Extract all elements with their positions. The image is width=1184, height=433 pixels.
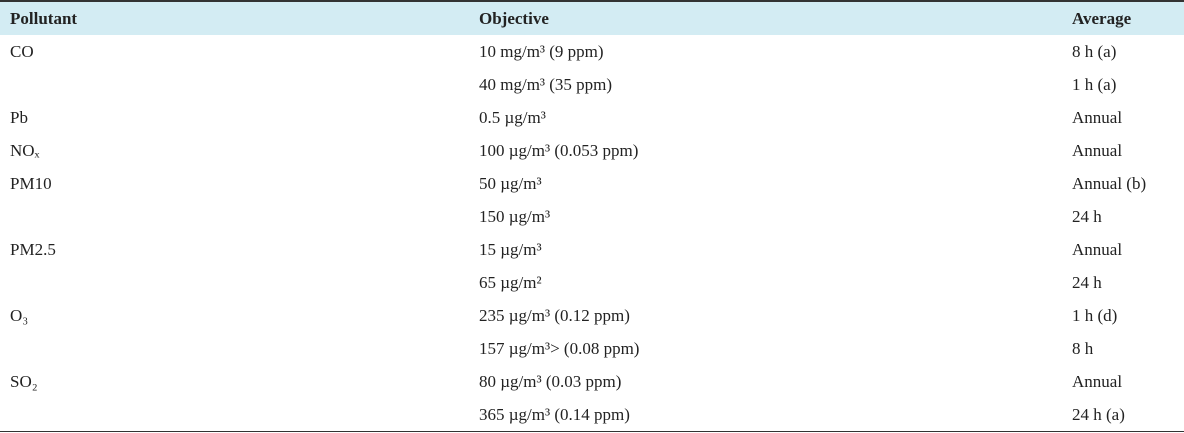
table-cell: 1 h (a) [1072,74,1117,94]
table-cell: 80 µg/m³ (0.03 ppm) [479,371,622,391]
table-row: NOₓ 100 µg/m³ (0.053 ppm) Annual [0,134,1184,167]
table-cell: 235 µg/m³ (0.12 ppm) [479,305,630,325]
table-cell: 40 mg/m³ (35 ppm) [479,74,613,94]
table-row: O₃ 235 µg/m³ (0.12 ppm) 1 h (d) [0,299,1184,332]
table-cell: PM10 [10,173,52,193]
table-row: Pb 0.5 µg/m³ Annual [0,101,1184,134]
table-cell: 1 h (d) [1072,305,1118,325]
table-cell: Annual [1072,107,1123,127]
table-cell: 100 µg/m³ (0.053 ppm) [479,140,639,160]
table-cell: 157 µg/m³> (0.08 ppm) [479,338,640,358]
table-row: SO₂ 80 µg/m³ (0.03 ppm) Annual [0,365,1184,398]
table-cell: Annual [1072,140,1123,160]
table-body: CO 10 mg/m³ (9 ppm) 8 h (a) 40 mg/m³ (35 pp… [0,35,1184,432]
table-cell: 8 h [1072,338,1094,358]
table-row: CO 10 mg/m³ (9 ppm) 8 h (a) [0,35,1184,68]
table-cell: 10 mg/m³ (9 ppm) [479,41,604,61]
table-cell: PM2.5 [10,239,56,259]
table-cell: NOₓ [10,140,40,160]
header-cell: Objective [469,0,1062,35]
table-cell: Annual (b) [1072,173,1147,193]
table-cell: O₃ [10,305,29,325]
table-header: Pollutant Objective Average [0,0,1184,35]
table-cell: Annual [1072,239,1123,259]
table-cell: CO [10,41,34,61]
table-cell: 24 h (a) [1062,398,1184,432]
header-row: Pollutant Objective Average [0,0,1184,35]
table-cell: 24 h [1072,206,1102,226]
table-cell: Pb [10,107,28,127]
table-cell [0,266,469,299]
table-row: PM10 50 µg/m³ Annual (b) [0,167,1184,200]
table-cell [0,398,469,432]
header-cell: Pollutant [0,0,469,35]
table-cell [0,68,469,101]
table-cell: 65 µg/m² [479,272,542,292]
table-row: 40 mg/m³ (35 ppm) 1 h (a) [0,68,1184,101]
table-cell: SO₂ [10,371,38,391]
table-cell: 150 µg/m³ [479,206,551,226]
table-cell: Annual [1072,371,1123,391]
table-row: 150 µg/m³ 24 h [0,200,1184,233]
table-cell: 24 h [1072,272,1102,292]
table-cell: 365 µg/m³ (0.14 ppm) [469,398,1062,432]
table-row: 365 µg/m³ (0.14 ppm) 24 h (a) [0,398,1184,432]
table-row: 65 µg/m² 24 h [0,266,1184,299]
table-row: 157 µg/m³> (0.08 ppm) 8 h [0,332,1184,365]
table-row: PM2.5 15 µg/m³ Annual [0,233,1184,266]
table-cell: 15 µg/m³ [479,239,542,259]
header-cell: Average [1062,0,1184,35]
table-cell: 50 µg/m³ [479,173,542,193]
table-cell: 8 h (a) [1072,41,1117,61]
table-cell: 0.5 µg/m³ [479,107,546,127]
table-cell [0,332,469,365]
table-cell [0,200,469,233]
